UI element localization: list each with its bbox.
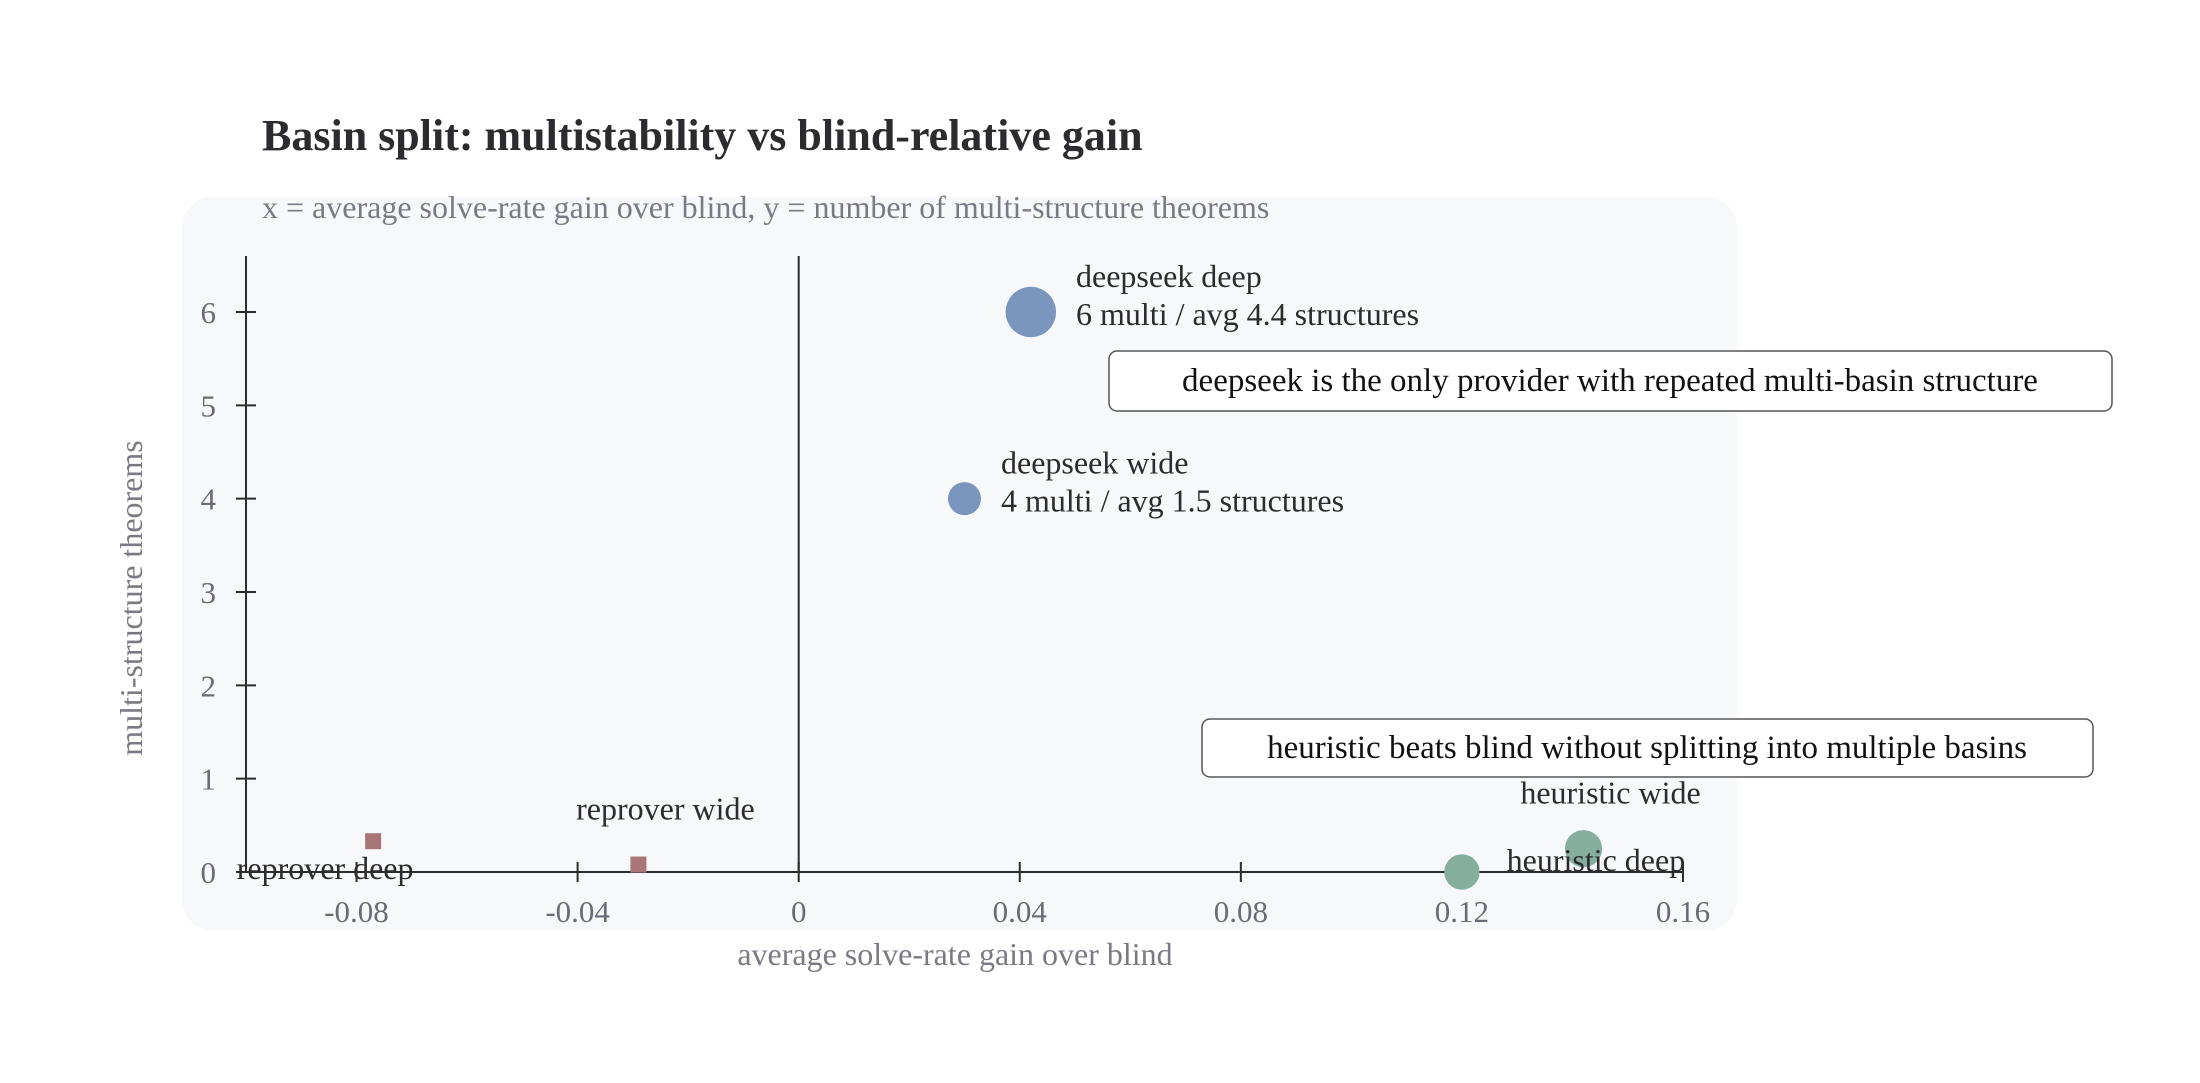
callout-heuristic-box (1201, 718, 2094, 778)
x-tick-label: 0 (791, 894, 807, 929)
point-label-detail: 6 multi / avg 4.4 structures (1076, 296, 1419, 332)
y-tick-label: 6 (201, 295, 217, 330)
deepseek-point (1005, 286, 1057, 338)
callout-deepseek: deepseek is the only provider with repea… (1108, 350, 2113, 412)
chart-title: Basin split: multistability vs blind-rel… (262, 111, 1143, 160)
callout-heuristic: heuristic beats blind without splitting … (1201, 718, 2094, 778)
y-tick-label: 0 (201, 855, 217, 890)
y-axis-label: multi-structure theorems (113, 440, 149, 755)
x-tick-label: -0.08 (324, 894, 389, 929)
point-label: deepseek deep 6 multi / avg 4.4 structure… (1076, 258, 1419, 332)
y-tick-label: 2 (201, 668, 217, 703)
data-points (365, 286, 1603, 890)
callout-heuristic-text: heuristic beats blind without splitting … (1267, 730, 2027, 766)
y-tick-label: 1 (201, 762, 217, 797)
reprover-point (630, 856, 647, 873)
point-label-detail: 4 multi / avg 1.5 structures (1001, 483, 1344, 519)
x-tick-label: -0.04 (545, 894, 610, 929)
reprover-point (365, 833, 382, 850)
x-tick-label: 0.04 (993, 894, 1048, 929)
point-label: heuristic deep (1507, 842, 1686, 878)
point-labels: deepseek deep 6 multi / avg 4.4 structure… (237, 258, 1701, 886)
heuristic-point (1564, 830, 1603, 868)
point-label-name: deepseek wide (1001, 445, 1188, 481)
callout-deepseek-box (1108, 350, 2113, 412)
heuristic-point (1444, 854, 1480, 890)
x-tick-label: 0.12 (1435, 894, 1489, 929)
x-axis-label: average solve-rate gain over blind (737, 936, 1172, 972)
y-tick-label: 4 (201, 482, 217, 517)
x-tick-label: 0.08 (1214, 894, 1268, 929)
deepseek-point (948, 482, 981, 516)
y-tick-label: 5 (201, 388, 217, 423)
point-label: heuristic wide (1520, 775, 1700, 811)
plot-panel (182, 197, 1737, 930)
x-tick-label: 0.16 (1656, 894, 1710, 929)
point-label: reprover wide (576, 791, 755, 827)
point-label: deepseek wide 4 multi / avg 1.5 structure… (1001, 445, 1344, 519)
point-label: reprover deep (237, 850, 414, 886)
callout-deepseek-text: deepseek is the only provider with repea… (1182, 363, 2038, 399)
axes (245, 256, 1683, 873)
y-tick-label: 3 (201, 575, 217, 610)
point-label-name: deepseek deep (1076, 258, 1262, 294)
chart-subtitle: x = average solve-rate gain over blind, … (262, 189, 1269, 225)
ticks: -0.08 -0.04 0 0.04 0.08 0.12 0.16 0 1 2 3 4 5 6 (201, 295, 1711, 929)
